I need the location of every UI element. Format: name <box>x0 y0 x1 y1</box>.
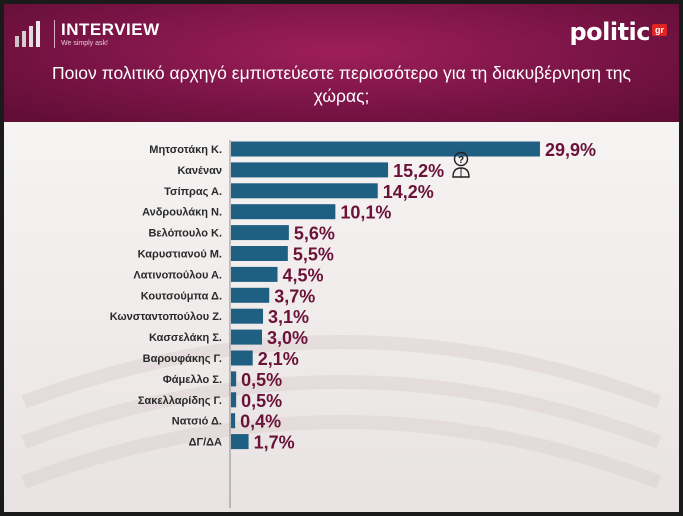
bar <box>231 329 262 345</box>
bar <box>231 266 278 282</box>
value-label: 10,1% <box>340 203 391 223</box>
bar <box>231 204 336 220</box>
interview-logo-text: INTERVIEW We simply ask! <box>61 19 160 48</box>
category-label: Τσίπρας Α. <box>164 186 222 198</box>
politic-brand-suffix: gr <box>652 24 667 36</box>
category-label: Κωνσταντοπούλου Ζ. <box>110 311 222 323</box>
header-banner: INTERVIEW We simply ask! politic gr Ποιο… <box>4 4 679 122</box>
category-label: Μητσοτάκη Κ. <box>149 144 222 156</box>
bar <box>231 183 378 199</box>
category-label: Κουτσούμπα Δ. <box>141 290 222 302</box>
bar <box>231 413 236 429</box>
category-label: Φάμελλο Σ. <box>163 374 222 386</box>
category-label: Σακελλαρίδης Γ. <box>138 395 222 407</box>
bar <box>231 225 289 241</box>
bar <box>231 371 237 387</box>
bar <box>231 162 389 178</box>
interview-tagline: We simply ask! <box>61 39 108 47</box>
background-decoration <box>21 335 662 489</box>
bars-logo-icon <box>15 21 40 47</box>
bar <box>231 287 270 303</box>
value-label: 3,7% <box>274 286 315 306</box>
category-label: Βελόπουλο Κ. <box>148 228 222 240</box>
category-label: ΔΓ/ΔΑ <box>189 437 222 449</box>
value-label: 0,5% <box>241 391 282 411</box>
bar-chart: Μητσοτάκη Κ. 29,9% Κανέναν 15,2% Τσίπρας Α. 1… <box>21 140 662 508</box>
category-label: Ανδρουλάκη Ν. <box>142 207 222 219</box>
value-label: 29,9% <box>545 140 596 160</box>
category-label: Κασσελάκη Σ. <box>149 332 222 344</box>
value-label: 5,6% <box>294 224 335 244</box>
value-label: 2,1% <box>258 349 299 369</box>
interview-logo: INTERVIEW We simply ask! <box>14 14 160 54</box>
value-label: 15,2% <box>393 161 444 181</box>
slide: INTERVIEW We simply ask! politic gr Ποιο… <box>4 4 679 512</box>
value-label: 14,2% <box>383 182 434 202</box>
bars-layer: Μητσοτάκη Κ. 29,9% Κανέναν 15,2% Τσίπρας Α. 1… <box>110 140 596 453</box>
bar <box>231 392 237 408</box>
bar <box>231 141 540 157</box>
value-label: 1,7% <box>254 433 295 453</box>
question-person-icon: ? <box>452 151 470 178</box>
value-label: 0,5% <box>241 370 282 390</box>
politic-brand-name: politic <box>569 18 650 46</box>
chart-area: Μητσοτάκη Κ. 29,9% Κανέναν 15,2% Τσίπρας Α. 1… <box>4 122 679 512</box>
bar <box>231 246 288 261</box>
bar <box>231 350 253 366</box>
category-label: Λατινοπούλου Α. <box>133 269 222 281</box>
value-label: 3,0% <box>267 328 308 348</box>
svg-text:?: ? <box>458 155 464 166</box>
value-label: 3,1% <box>268 307 309 327</box>
category-label: Βαρουφάκης Γ. <box>143 353 222 365</box>
category-label: Νατσιό Δ. <box>172 416 222 428</box>
value-label: 0,4% <box>240 412 281 432</box>
politic-logo: politic gr <box>569 18 667 46</box>
bar <box>231 308 264 324</box>
chart-title: Ποιον πολιτικό αρχηγό εμπιστεύεστε περισ… <box>52 63 631 106</box>
bar <box>231 434 249 450</box>
category-label: Κανέναν <box>177 165 222 177</box>
category-label: Καρυστιανού Μ. <box>138 249 222 261</box>
interview-brand-name: INTERVIEW <box>61 19 160 39</box>
logo-divider <box>54 20 55 48</box>
value-label: 5,5% <box>293 245 334 265</box>
value-label: 4,5% <box>283 265 324 285</box>
